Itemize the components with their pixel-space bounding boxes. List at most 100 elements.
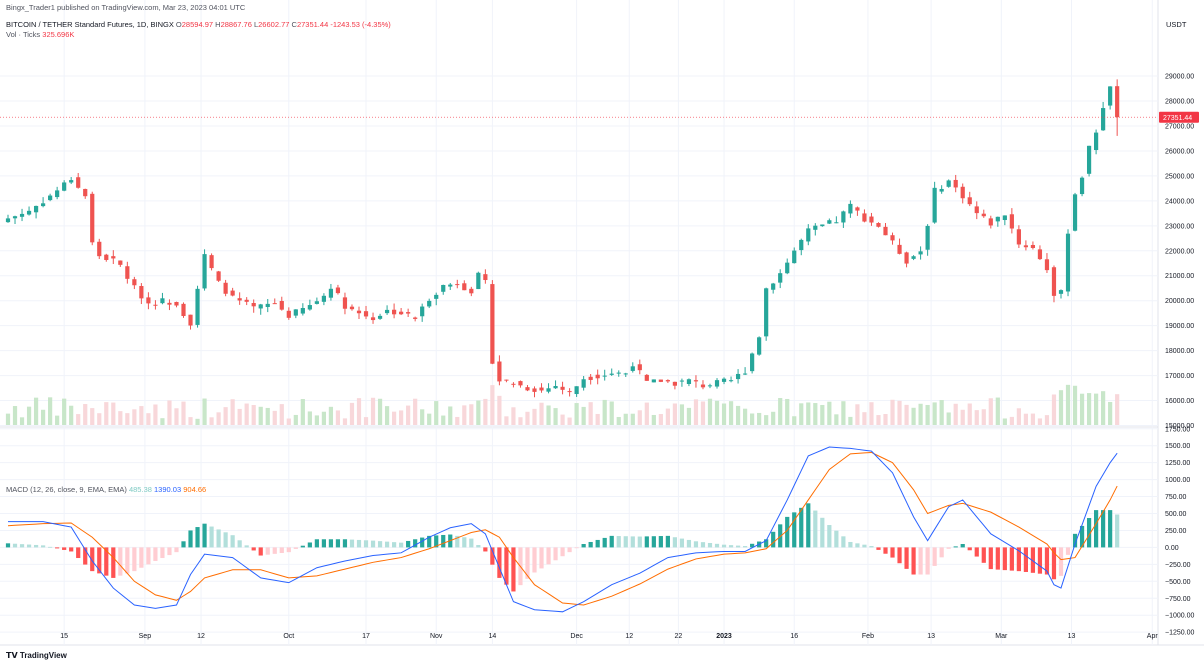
candle-body [118, 260, 123, 265]
price-tick-label: 21000.00 [1165, 273, 1194, 280]
volume-bar [820, 404, 825, 425]
volume-bar [195, 418, 200, 425]
macd-tick-label: 750.00 [1165, 494, 1187, 501]
macd-hist-bar [356, 539, 362, 548]
candle-body [167, 302, 172, 305]
price-tick-label: 18000.00 [1165, 348, 1194, 355]
volume-bar [469, 404, 474, 425]
volume-bar [1108, 401, 1113, 425]
candle-body [946, 180, 951, 187]
macd-hist-bar [118, 547, 123, 576]
volume-bar [251, 405, 256, 425]
candle-body [553, 386, 558, 389]
volume-bar [1009, 416, 1014, 425]
macd-hist-bar [946, 547, 951, 549]
macd-hist-bar [560, 547, 565, 557]
candle-body [19, 213, 25, 217]
candle-body [995, 216, 1000, 222]
volume-bar [321, 411, 326, 425]
volume-bar [693, 399, 699, 425]
macd-hist-bar [588, 541, 593, 548]
macd-hist-bar [883, 547, 888, 554]
candle-body [349, 306, 355, 310]
macd-hist-bar [1101, 510, 1106, 548]
macd-hist-bar [244, 545, 249, 548]
volume-bar [939, 400, 944, 425]
candle-body [743, 373, 748, 375]
macd-legend: MACD (12, 26, close, 9, EMA, EMA) 485.38… [6, 485, 206, 494]
volume-bar [1065, 384, 1071, 425]
macd-hist-bar [595, 539, 600, 548]
volume-bar [483, 398, 488, 425]
volume-bar [167, 400, 172, 425]
candle-body [960, 186, 965, 199]
volume-bar [314, 415, 319, 425]
macd-hist-bar [869, 546, 874, 548]
macd-hist-bar [1030, 547, 1036, 573]
volume-bar [778, 398, 783, 425]
macd-hist-bar [672, 537, 677, 548]
candle-body [335, 287, 341, 294]
candlesticks [5, 79, 1120, 398]
candle-body [539, 387, 544, 391]
macd-hist-bar [125, 547, 130, 574]
macd-hist-bar [377, 541, 383, 548]
candle-body [448, 284, 453, 287]
volume-bar [785, 398, 790, 425]
candle-body [581, 379, 586, 388]
macd-hist-bar [546, 547, 551, 565]
macd-hist-bar [41, 545, 46, 548]
candle-body [258, 304, 263, 309]
macd-hist-bar [462, 537, 467, 548]
macd-hist-bar [97, 547, 102, 574]
macd-line-value: 1390.03 [154, 485, 182, 494]
macd-histogram [5, 503, 1120, 592]
macd-tick-label: −1000.00 [1165, 613, 1194, 620]
volume-bar [125, 413, 130, 425]
macd-hist-bar [700, 542, 706, 548]
volume-bar [841, 401, 846, 425]
macd-hist-bar [279, 547, 284, 553]
volume-bar [743, 408, 748, 425]
volume-bar [932, 402, 937, 425]
macd-hist-bar [616, 536, 621, 548]
candle-body [1030, 244, 1036, 249]
time-tick-label: 13 [1068, 633, 1076, 640]
macd-hist-bar [707, 542, 713, 548]
candle-body [181, 303, 186, 317]
macd-hist-bar [939, 547, 944, 558]
macd-tick-label: 0.00 [1165, 545, 1179, 552]
volume-bar [904, 404, 909, 425]
macd-hist-bar [230, 535, 235, 548]
candle-body [202, 254, 207, 289]
volume-bar [146, 413, 151, 425]
candle-body [328, 288, 334, 298]
volume-bar [153, 404, 158, 425]
candle-body [490, 284, 495, 364]
macd-hist-bar [862, 544, 867, 548]
candle-body [26, 210, 32, 215]
candle-body [714, 380, 720, 387]
macd-hist-bar [581, 544, 586, 548]
candle-body [848, 203, 853, 214]
volume-bar [981, 409, 986, 425]
macd-hist-bar [370, 540, 376, 548]
volume-bar [1023, 413, 1028, 425]
candle-body [876, 223, 881, 227]
macd-hist-bar [792, 512, 797, 548]
candle-body [735, 373, 741, 380]
volume-bar [1016, 408, 1021, 425]
candle-body [216, 271, 221, 281]
volume-bar [1094, 393, 1099, 425]
volume-bar [392, 411, 397, 425]
volume-bar [974, 410, 979, 425]
volume-bar [69, 405, 74, 425]
volume-bar [728, 401, 734, 425]
candle-body [111, 256, 116, 259]
volume-bar [223, 407, 228, 425]
volume-bar [462, 405, 467, 425]
macd-hist-bar [434, 535, 439, 548]
volume-bar [202, 398, 207, 425]
macd-hist-bar [1094, 510, 1099, 548]
